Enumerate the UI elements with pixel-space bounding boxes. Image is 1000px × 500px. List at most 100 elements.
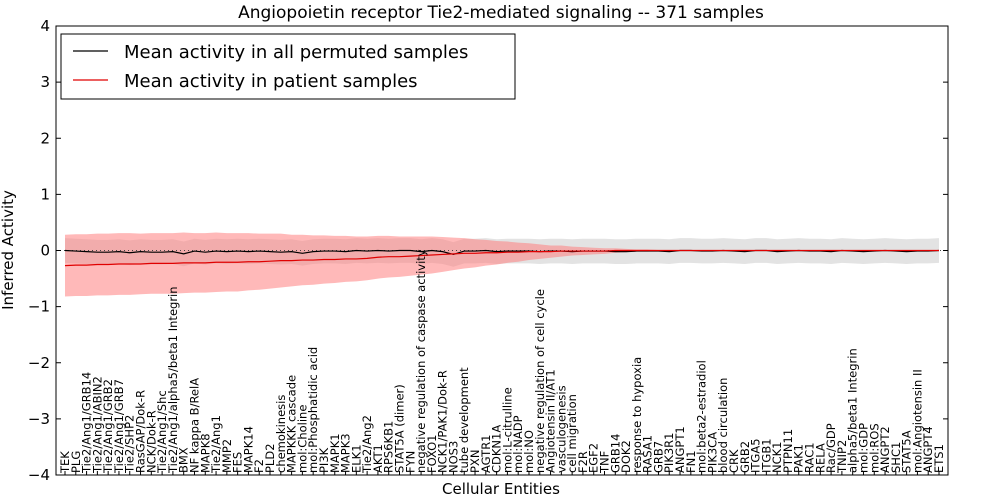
x-category-label: chemokinesis: [274, 395, 288, 473]
x-category-label: negative regulation of cell cycle: [533, 289, 547, 473]
x-category-label: response to hypoxia: [630, 357, 644, 473]
x-category-label: FOXO1: [425, 435, 439, 473]
x-category-label: CDKN1A: [490, 425, 504, 473]
x-category-label: ANGPT4: [921, 426, 935, 473]
x-category-label: MMP2: [220, 439, 234, 473]
x-category-label: AGTR1: [479, 435, 493, 474]
x-category-label: mol:Angiotensin II: [910, 369, 924, 473]
x-category-label: Tie2/Ang2: [360, 415, 374, 474]
x-category-label: ANGPT2: [878, 426, 892, 473]
x-category-label: PIK3R1: [662, 433, 676, 474]
x-category-label: Tie2/Ang1/alpha5/beta1 Integrin: [166, 286, 180, 474]
x-category-label: Tie2/Ang1/ABIN2: [90, 376, 104, 474]
x-category-label: NCK1/PAK1/Dok-R: [436, 370, 450, 473]
x-category-label: MAPK14: [241, 426, 255, 473]
x-category-label: RPS6KB1: [382, 421, 396, 473]
x-category-label: negative regulation of caspase activity: [414, 249, 428, 473]
confidence-bands: [65, 232, 939, 297]
x-category-label: FES: [231, 452, 245, 473]
x-category-label: PLD2: [263, 443, 277, 473]
x-category-label: mol:ROS: [867, 423, 881, 473]
x-category-label: RAC1: [803, 442, 817, 473]
legend-box: [60, 33, 516, 100]
x-category-label: NCK1: [770, 442, 784, 474]
x-category-label: GRB2: [738, 441, 752, 473]
chart-title: Angiopoietin receptor Tie2-mediated sign…: [238, 3, 764, 23]
x-category-label: TEK: [58, 451, 72, 474]
x-category-label: blood circulation: [716, 378, 730, 473]
x-category-label: Rac/GDP: [824, 423, 838, 473]
x-category-label: FN1: [684, 450, 698, 473]
x-category-label: BMX: [177, 447, 191, 473]
x-category-label: cell migration: [565, 394, 579, 473]
x-category-label: F2: [252, 459, 266, 473]
x-category-label: ANGPT1: [673, 426, 687, 473]
x-category-label: GRB14: [608, 434, 622, 473]
x-category-label: NOS3: [446, 441, 460, 473]
x-category-label: MAPKKK cascade: [285, 375, 299, 473]
x-category-label: EGF2: [587, 443, 601, 473]
x-category-label: RELA: [813, 443, 827, 473]
x-category-label: PAK1: [792, 444, 806, 473]
x-category-label: mol:beta2-estradiol: [695, 360, 709, 473]
x-category-label: FYN: [403, 451, 417, 473]
legend-label-patient: Mean activity in patient samples: [124, 71, 418, 92]
x-category-label: F2R: [576, 451, 590, 473]
x-category-label: mol:NADP: [511, 415, 525, 473]
x-category-label: vasculogenesis: [554, 385, 568, 473]
y-tick-label: 4: [40, 17, 50, 35]
x-category-label: PLG: [69, 451, 83, 473]
x-category-label: MAPK3: [339, 433, 353, 473]
x-category-label: mol:NO: [522, 430, 536, 473]
x-category-label: mol:GDP: [856, 423, 870, 473]
y-tick-label: 1: [40, 185, 50, 203]
x-category-label: ETS1: [932, 444, 946, 473]
y-tick-label: 3: [40, 73, 50, 91]
x-category-label: STAT5A (dimer): [392, 384, 406, 473]
x-category-label: TNIP2: [835, 440, 849, 474]
series-lines: [64, 249, 940, 267]
x-category-label: Tie2/Ang1/GRB2: [101, 379, 115, 474]
x-category-label: RASA1: [641, 435, 655, 473]
x-category-label: ELK1: [349, 444, 363, 473]
x-category-label: PXN: [468, 450, 482, 473]
x-category-label: Tie2/Ang1/GRB14: [80, 372, 94, 474]
x-category-label: CRK: [727, 449, 741, 473]
x-category-label: Tie2/SHP2: [123, 415, 137, 474]
x-category-label: Tie2/Ang1: [209, 415, 223, 474]
x-category-label: Angiotensin II/AT1: [544, 369, 558, 473]
patient-band: [65, 232, 939, 297]
x-category-label: DOK2: [619, 440, 633, 473]
patient-mean-line: [64, 249, 939, 267]
x-category-label: SHC1: [889, 442, 903, 473]
x-category-label: mol:Phosphatidic acid: [306, 347, 320, 473]
plot-frame: [55, 25, 949, 476]
y-tick-label: 0: [40, 242, 50, 260]
y-tick-label: −2: [28, 354, 50, 372]
legend: Mean activity in all permuted samples Me…: [60, 33, 516, 100]
x-category-label: PTPN11: [781, 429, 795, 473]
x-category-label: ITGA5: [749, 438, 763, 473]
x-category-label: AKT1: [371, 444, 385, 473]
x-category-label: tube development: [457, 367, 471, 473]
x-category-label: PIK3CA: [705, 432, 719, 473]
x-category-label: ITGB1: [759, 438, 773, 473]
x-category-label: GRB7: [651, 441, 665, 473]
x-category-label: RasGAP/Dok-R: [134, 390, 148, 473]
x-axis-title: Cellular Entities: [442, 480, 560, 498]
legend-label-permuted: Mean activity in all permuted samples: [124, 42, 468, 63]
y-tick-label: −4: [28, 466, 50, 484]
x-category-label: Tie2/Ang1/GRB7: [112, 379, 126, 474]
x-category-label: Tie2/Ang1/Shc: [155, 390, 169, 474]
x-category-label: mol:L-citrulline: [500, 387, 514, 473]
x-category-label: NCK/Dok-R: [144, 410, 158, 473]
y-axis-title: Inferred Activity: [0, 190, 17, 310]
x-category-label: MAPK1: [328, 433, 342, 473]
x-category-label: PI3K: [317, 447, 331, 473]
x-category-label: MAPK8: [198, 433, 212, 473]
x-category-label: STAT5A: [900, 430, 914, 473]
y-axis-ticks: −4 −3 −2 −1 0 1 2 3 4: [28, 17, 948, 484]
y-tick-label: 2: [40, 129, 50, 147]
x-category-label: alpha5/beta1 Integrin: [846, 348, 860, 473]
